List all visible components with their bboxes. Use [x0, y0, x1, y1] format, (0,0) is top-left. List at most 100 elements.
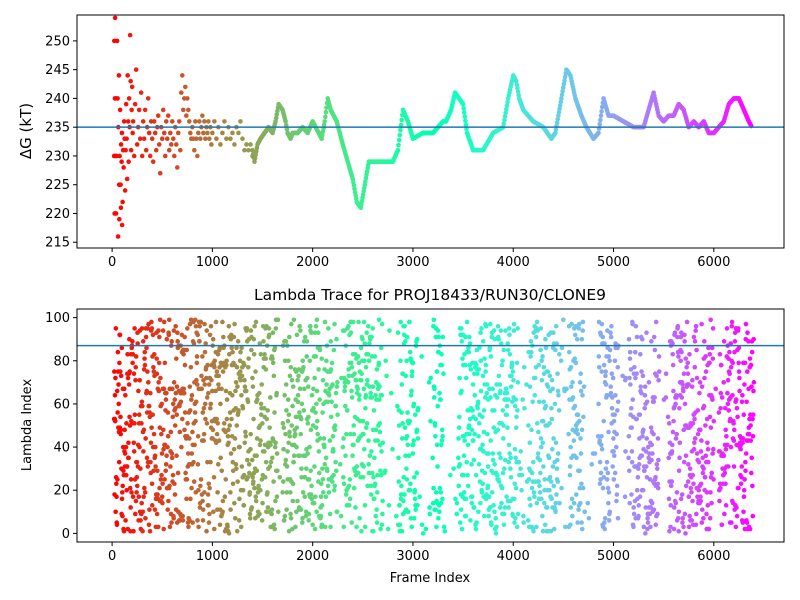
lambda-point	[510, 399, 515, 405]
lambda-point	[692, 364, 698, 370]
lambda-point	[291, 459, 296, 465]
lambda-point	[532, 392, 538, 398]
lambda-point	[567, 464, 573, 469]
lambda-point	[569, 496, 575, 502]
lambda-point	[282, 392, 287, 398]
lambda-point	[604, 392, 610, 398]
lambda-point	[332, 423, 338, 428]
lambda-point	[115, 410, 120, 415]
lambda-point	[180, 518, 186, 523]
lambda-point	[430, 455, 435, 461]
lambda-point	[258, 487, 263, 493]
lambda-point	[375, 490, 380, 495]
lambda-point	[210, 427, 216, 433]
dg-point	[174, 165, 180, 170]
lambda-point	[199, 386, 204, 392]
top-x-tick-label: 4000	[497, 255, 530, 270]
lambda-point	[570, 380, 575, 385]
lambda-point	[556, 408, 562, 413]
lambda-point	[615, 408, 620, 413]
lambda-point	[206, 520, 212, 525]
lambda-point	[527, 496, 532, 502]
lambda-point	[398, 358, 403, 364]
lambda-point	[513, 515, 518, 521]
lambda-point	[363, 364, 369, 370]
lambda-point	[568, 364, 574, 370]
lambda-point	[216, 438, 222, 443]
lambda-point	[126, 440, 131, 446]
lambda-point	[564, 386, 569, 392]
lambda-point	[555, 451, 561, 456]
lambda-point	[181, 390, 187, 396]
dg-point	[185, 96, 190, 101]
lambda-point	[502, 457, 508, 463]
lambda-point	[141, 449, 146, 454]
top-y-tick-label: 250	[45, 34, 70, 49]
dg-point	[195, 153, 200, 159]
lambda-point	[680, 520, 685, 525]
lambda-point	[736, 360, 741, 366]
lambda-point	[469, 494, 475, 499]
lambda-point	[160, 328, 166, 333]
lambda-point	[431, 395, 437, 400]
lambda-point	[679, 492, 685, 497]
lambda-point	[333, 468, 339, 474]
lambda-point	[578, 451, 584, 456]
lambda-point	[486, 494, 492, 499]
top-x-tick-label: 5000	[597, 255, 630, 270]
lambda-point	[311, 500, 317, 506]
lambda-point	[174, 453, 179, 459]
lambda-point	[736, 485, 741, 491]
lambda-point	[608, 390, 614, 396]
lambda-point	[641, 524, 647, 530]
lambda-point	[409, 369, 415, 374]
lambda-point	[487, 386, 492, 392]
lambda-point	[740, 440, 745, 446]
lambda-point	[322, 319, 328, 325]
lambda-point	[251, 479, 256, 484]
lambda-point	[498, 455, 503, 461]
lambda-point	[153, 444, 158, 450]
lambda-point	[131, 371, 137, 377]
lambda-point	[219, 386, 224, 392]
dg-point	[183, 84, 188, 90]
lambda-point	[506, 326, 512, 331]
lambda-point	[608, 330, 613, 336]
lambda-point	[414, 470, 420, 476]
lambda-point	[692, 416, 697, 422]
lambda-point	[514, 524, 520, 530]
lambda-point	[299, 466, 304, 471]
lambda-point	[284, 408, 289, 413]
lambda-point	[341, 436, 346, 441]
lambda-point	[697, 380, 703, 385]
lambda-point	[615, 515, 621, 521]
lambda-point	[356, 470, 361, 476]
lambda-point	[148, 440, 154, 446]
lambda-point	[468, 518, 473, 523]
lambda-point	[495, 472, 500, 478]
lambda-point	[515, 511, 521, 517]
lambda-point	[305, 451, 310, 456]
lambda-point	[691, 446, 697, 452]
lambda-point	[262, 352, 267, 357]
lambda-point	[427, 505, 432, 510]
lambda-point	[740, 520, 746, 525]
lambda-point	[393, 513, 399, 519]
lambda-point	[549, 496, 554, 502]
lambda-point	[451, 466, 456, 471]
lambda-point	[297, 386, 303, 392]
lambda-point	[206, 390, 211, 396]
lambda-point	[457, 520, 463, 525]
lambda-point	[123, 518, 128, 523]
lambda-point	[670, 341, 675, 346]
lambda-point	[479, 326, 484, 331]
lambda-point	[129, 490, 134, 495]
lambda-point	[639, 390, 644, 396]
lambda-point	[114, 494, 119, 499]
lambda-point	[576, 326, 582, 331]
lambda-point	[330, 479, 335, 484]
top-y-tick-label: 240	[45, 92, 70, 107]
lambda-point	[174, 412, 180, 418]
lambda-point	[448, 472, 453, 478]
lambda-point	[175, 330, 180, 336]
